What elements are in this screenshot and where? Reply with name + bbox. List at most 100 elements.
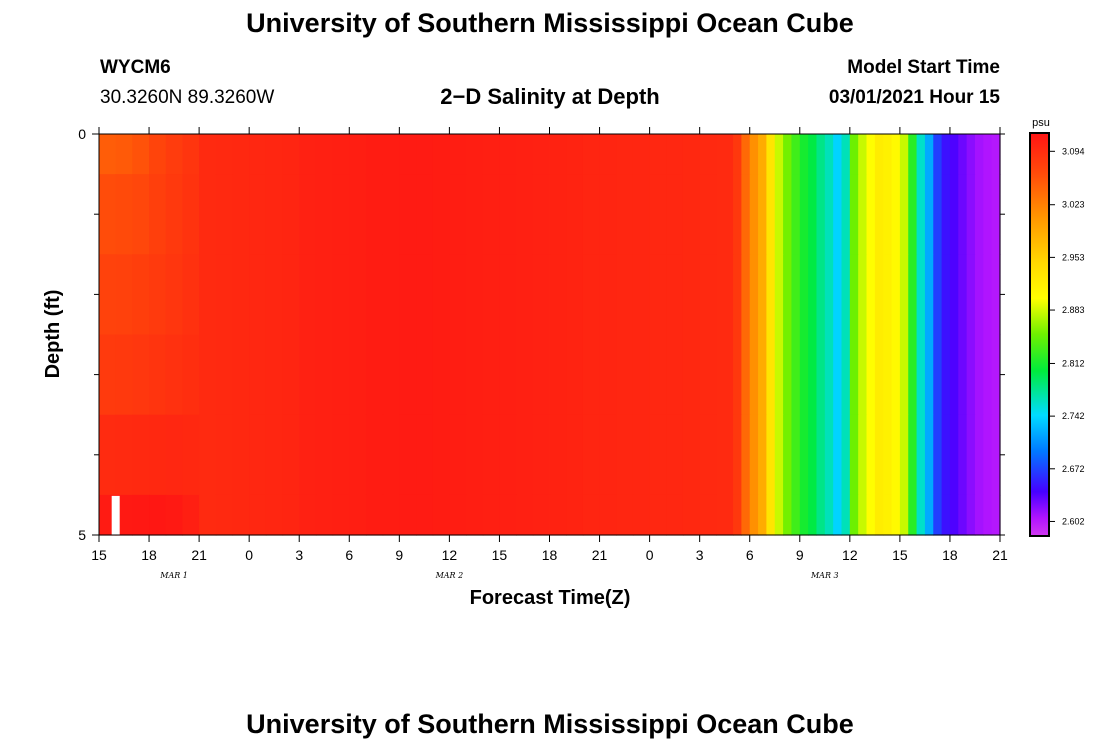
heatmap-cell: [958, 334, 968, 416]
heatmap-cell: [974, 414, 984, 496]
missing-data-cell: [111, 495, 120, 535]
heatmap-cell: [858, 334, 868, 416]
heatmap-cell: [891, 134, 901, 175]
heatmap-cell: [466, 134, 484, 175]
heatmap-cell: [874, 494, 884, 536]
heatmap-cell: [599, 334, 617, 416]
heatmap-cell: [916, 414, 926, 496]
heatmap-cell: [983, 254, 993, 336]
heatmap-cell: [916, 254, 926, 336]
heatmap-cell: [249, 174, 267, 255]
heatmap-cell: [824, 134, 834, 175]
heatmap-cell: [841, 254, 851, 336]
heatmap-cell: [399, 134, 417, 175]
heatmap-cell: [991, 134, 1001, 175]
heatmap-cell: [132, 134, 150, 175]
heatmap-cell: [482, 134, 501, 175]
heatmap-cell: [315, 414, 334, 496]
heatmap-cell: [399, 414, 417, 496]
heatmap-cell: [941, 414, 951, 496]
heatmap-cell: [958, 494, 968, 536]
heatmap-cell: [858, 494, 868, 536]
heatmap-cell: [791, 494, 801, 536]
heatmap-cell: [632, 414, 651, 496]
heatmap-cell: [774, 494, 784, 536]
heatmap-cell: [883, 494, 893, 536]
heatmap-cell: [199, 494, 217, 536]
heatmap-cell: [933, 414, 943, 496]
heatmap-cell: [666, 334, 684, 416]
heatmap-cell: [682, 494, 701, 536]
heatmap-cell: [858, 174, 868, 255]
heatmap-cell: [899, 414, 909, 496]
heatmap-cell: [249, 334, 267, 416]
heatmap-cell: [149, 254, 167, 336]
heatmap-cell: [824, 254, 834, 336]
heatmap-cell: [941, 174, 951, 255]
heatmap-cell: [199, 254, 217, 336]
heatmap-cell: [841, 174, 851, 255]
heatmap-cell: [733, 414, 742, 496]
heatmap-cell: [824, 414, 834, 496]
heatmap-cell: [349, 494, 367, 536]
heatmap-cell: [682, 174, 701, 255]
heatmap-cell: [466, 414, 484, 496]
heatmap-cell: [232, 174, 250, 255]
heatmap-cell: [949, 134, 959, 175]
heatmap-cell: [265, 334, 284, 416]
heatmap-cell: [99, 254, 117, 336]
heatmap-cell: [741, 334, 751, 416]
heatmap-cell: [766, 334, 776, 416]
colorbar-tick-label: 3.023: [1062, 200, 1085, 210]
heatmap-cells: [99, 134, 1001, 536]
heatmap-cell: [974, 254, 984, 336]
heatmap-cell: [99, 174, 117, 255]
chart-title-bottom: University of Southern Mississippi Ocean…: [246, 709, 854, 739]
colorbar-tick-label: 2.953: [1062, 252, 1085, 262]
heatmap-cell: [933, 174, 943, 255]
heatmap-cell: [966, 134, 976, 175]
heatmap-cell: [699, 414, 717, 496]
heatmap-cell: [232, 494, 250, 536]
heatmap-cell: [983, 494, 993, 536]
heatmap-cell: [974, 334, 984, 416]
heatmap-cell: [616, 134, 634, 175]
heatmap-cell: [699, 334, 717, 416]
heatmap-cell: [365, 414, 384, 496]
heatmap-cell: [766, 494, 776, 536]
heatmap-cell: [315, 494, 334, 536]
heatmap-cell: [466, 334, 484, 416]
heatmap-cell: [582, 334, 601, 416]
heatmap-cell: [799, 254, 809, 336]
heatmap-cell: [833, 414, 843, 496]
heatmap-cell: [699, 134, 717, 175]
heatmap-cell: [382, 134, 400, 175]
heatmap-cell: [115, 494, 133, 536]
heatmap-cell: [332, 414, 350, 496]
heatmap-cell: [482, 254, 501, 336]
heatmap-cell: [774, 134, 784, 175]
heatmap-cell: [449, 494, 467, 536]
heatmap-cell: [315, 174, 334, 255]
heatmap-cell: [866, 494, 876, 536]
heatmap-cell: [824, 334, 834, 416]
heatmap-cell: [941, 254, 951, 336]
heatmap-cell: [699, 254, 717, 336]
date-label: MAR 3: [810, 571, 839, 580]
heatmap-cell: [632, 174, 651, 255]
heatmap-cell: [165, 414, 184, 496]
heatmap-cell: [282, 134, 300, 175]
heatmap-cell: [182, 254, 200, 336]
heatmap-cell: [215, 134, 234, 175]
heatmap-cell: [299, 414, 317, 496]
heatmap-cell: [908, 334, 918, 416]
heatmap-cell: [232, 254, 250, 336]
heatmap-cell: [516, 494, 534, 536]
heatmap-cell: [791, 254, 801, 336]
heatmap-cell: [799, 414, 809, 496]
x-tick-label: 21: [191, 547, 207, 563]
heatmap-cell: [282, 494, 300, 536]
heatmap-cell: [249, 134, 267, 175]
heatmap-cell: [808, 334, 818, 416]
heatmap-cell: [265, 414, 284, 496]
